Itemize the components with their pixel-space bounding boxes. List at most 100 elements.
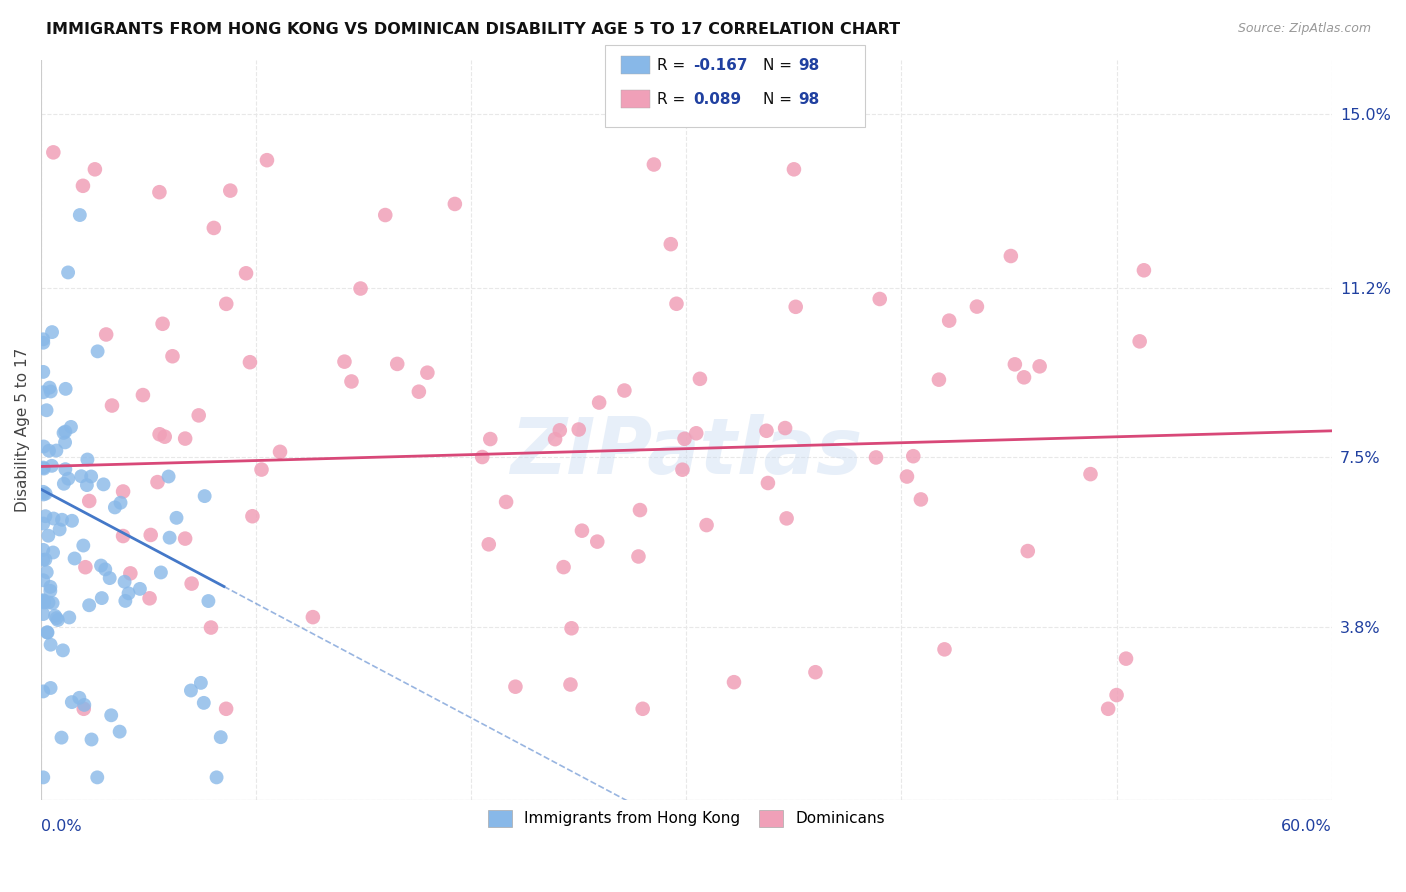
Point [869,292,891,306]
Point [180,683,202,698]
Point [928,373,950,387]
Point [209,730,232,744]
Text: 60.0%: 60.0% [1281,819,1331,834]
Point [114,594,136,608]
Point [39,681,62,695]
Point [349,281,371,295]
Point [32,516,55,531]
Point [671,463,693,477]
Point [38,595,60,609]
Point [250,462,273,476]
Point [568,423,591,437]
Point [80,469,103,483]
Point [63,551,86,566]
Point [67,690,90,705]
Point [110,496,132,510]
Point [76,452,98,467]
Point [804,665,827,680]
Point [162,349,184,363]
Point [114,574,136,589]
Point [775,511,797,525]
Point [1080,467,1102,482]
Point [910,492,932,507]
Point [101,399,124,413]
Point [194,489,217,503]
Point [76,478,98,492]
Point [32,573,55,587]
Point [69,208,91,222]
Point [723,675,745,690]
Point [60,695,83,709]
Point [52,476,75,491]
Point [58,472,80,486]
Text: 0.0%: 0.0% [41,819,82,834]
Point [70,469,93,483]
Point [627,549,650,564]
Point [32,684,55,698]
Point [631,702,654,716]
Point [560,621,582,635]
Point [39,580,62,594]
Point [1028,359,1050,374]
Point [41,596,63,610]
Point [32,440,55,454]
Point [32,594,55,608]
Point [98,571,121,585]
Point [72,539,94,553]
Point [495,495,517,509]
Point [659,237,682,252]
Point [187,409,209,423]
Point [32,461,55,475]
Point [38,443,60,458]
Text: ZIPatlas: ZIPatlas [510,414,862,490]
Point [77,599,100,613]
Point [35,566,58,580]
Point [1129,334,1152,349]
Point [865,450,887,465]
Point [96,327,118,342]
Point [32,385,55,400]
Point [269,445,291,459]
Point [478,537,501,551]
Point [560,677,582,691]
Point [643,157,665,171]
Point [193,696,215,710]
Point [35,403,58,417]
Point [34,509,56,524]
Point [86,770,108,784]
Point [1115,651,1137,665]
Point [90,591,112,605]
Point [132,388,155,402]
Point [32,593,55,607]
Point [42,545,65,559]
Point [42,145,65,160]
Point [32,487,55,501]
Point [32,607,55,621]
Point [100,708,122,723]
Point [896,469,918,483]
Point [408,384,430,399]
Point [94,562,117,576]
Point [32,365,55,379]
Point [340,375,363,389]
Point [32,335,55,350]
Point [93,477,115,491]
Point [239,355,262,369]
Text: -0.167: -0.167 [693,58,748,72]
Point [77,494,100,508]
Point [48,523,70,537]
Point [152,317,174,331]
Point [242,509,264,524]
Point [180,576,202,591]
Point [117,586,139,600]
Point [1000,249,1022,263]
Point [157,469,180,483]
Point [755,424,778,438]
Point [333,354,356,368]
Point [149,427,172,442]
Point [505,680,527,694]
Point [73,702,96,716]
Point [673,432,696,446]
Point [32,542,55,557]
Text: 98: 98 [799,58,820,72]
